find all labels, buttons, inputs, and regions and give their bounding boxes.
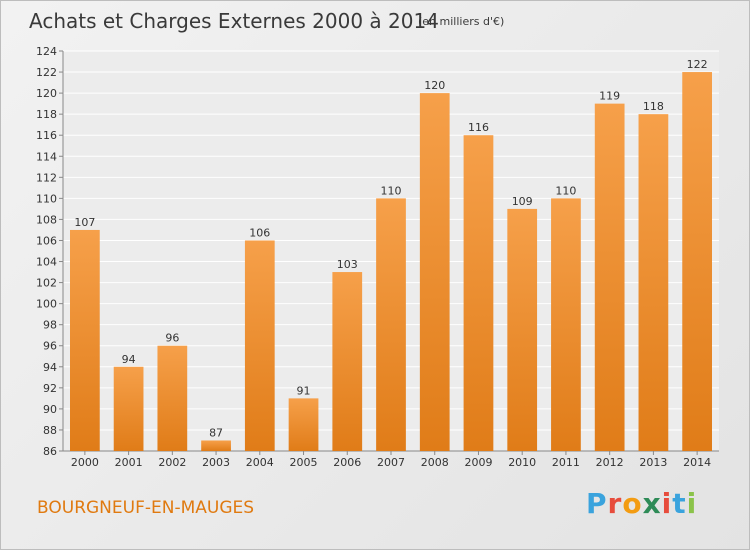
y-tick-label: 124 bbox=[36, 45, 57, 58]
logo-letter: i bbox=[686, 487, 698, 520]
data-label: 116 bbox=[468, 121, 489, 134]
bar bbox=[507, 208, 538, 451]
x-tick-label: 2007 bbox=[377, 456, 405, 469]
y-tick-label: 100 bbox=[36, 298, 57, 311]
x-tick-label: 2005 bbox=[290, 456, 318, 469]
y-tick-label: 114 bbox=[36, 150, 57, 163]
x-tick-label: 2001 bbox=[115, 456, 143, 469]
logo-letter: t bbox=[672, 487, 687, 520]
y-tick-label: 116 bbox=[36, 129, 57, 142]
data-label: 91 bbox=[297, 384, 311, 397]
x-tick-label: 2003 bbox=[202, 456, 230, 469]
y-tick-label: 112 bbox=[36, 171, 57, 184]
y-tick-label: 108 bbox=[36, 213, 57, 226]
bar bbox=[376, 198, 406, 451]
chart-subtitle: (en milliers d'€) bbox=[418, 15, 505, 28]
data-label: 110 bbox=[381, 184, 402, 197]
bar bbox=[551, 198, 581, 451]
data-label: 109 bbox=[512, 195, 533, 208]
data-label: 122 bbox=[687, 58, 708, 71]
data-label: 107 bbox=[74, 216, 95, 229]
bar bbox=[157, 345, 188, 451]
bar bbox=[638, 114, 669, 451]
data-label: 118 bbox=[643, 100, 664, 113]
y-tick-label: 102 bbox=[36, 277, 57, 290]
x-tick-label: 2010 bbox=[508, 456, 536, 469]
logo-letter: P bbox=[586, 487, 608, 520]
data-label: 94 bbox=[122, 353, 136, 366]
x-tick-label: 2009 bbox=[464, 456, 492, 469]
bar bbox=[288, 398, 319, 451]
bar bbox=[332, 272, 363, 451]
proxiti-logo: Proxiti bbox=[586, 487, 697, 520]
y-tick-label: 122 bbox=[36, 66, 57, 79]
data-label: 120 bbox=[424, 79, 445, 92]
y-tick-label: 96 bbox=[43, 340, 57, 353]
data-label: 110 bbox=[555, 184, 576, 197]
x-tick-label: 2012 bbox=[596, 456, 624, 469]
bar bbox=[682, 72, 713, 451]
y-tick-label: 110 bbox=[36, 192, 57, 205]
x-tick-label: 2008 bbox=[421, 456, 449, 469]
y-tick-label: 90 bbox=[43, 403, 57, 416]
logo-letter: x bbox=[642, 487, 662, 520]
y-tick-label: 120 bbox=[36, 87, 57, 100]
chart-title: Achats et Charges Externes 2000 à 2014 bbox=[29, 9, 439, 33]
bar bbox=[69, 229, 100, 451]
data-label: 96 bbox=[165, 332, 179, 345]
y-tick-label: 106 bbox=[36, 234, 57, 247]
x-tick-label: 2013 bbox=[639, 456, 667, 469]
bar bbox=[113, 366, 144, 451]
logo-letter: i bbox=[661, 487, 673, 520]
y-tick-label: 98 bbox=[43, 319, 57, 332]
data-label: 119 bbox=[599, 90, 620, 103]
data-label: 103 bbox=[337, 258, 358, 271]
y-tick-label: 118 bbox=[36, 108, 57, 121]
commune-name: BOURGNEUF-EN-MAUGES bbox=[37, 498, 255, 518]
bar bbox=[244, 240, 275, 451]
logo-letter: o bbox=[622, 487, 643, 520]
y-tick-label: 92 bbox=[43, 382, 57, 395]
bar bbox=[463, 135, 494, 452]
x-tick-label: 2006 bbox=[333, 456, 361, 469]
x-tick-label: 2014 bbox=[683, 456, 711, 469]
x-tick-label: 2004 bbox=[246, 456, 274, 469]
y-tick-label: 86 bbox=[43, 445, 57, 458]
x-tick-label: 2011 bbox=[552, 456, 580, 469]
data-label: 87 bbox=[209, 426, 223, 439]
bar bbox=[594, 103, 625, 451]
y-tick-label: 88 bbox=[43, 424, 57, 437]
data-label: 106 bbox=[249, 226, 270, 239]
x-tick-label: 2000 bbox=[71, 456, 99, 469]
logo-letter: r bbox=[607, 487, 623, 520]
bar bbox=[419, 93, 450, 452]
y-tick-label: 104 bbox=[36, 256, 57, 269]
x-tick-label: 2002 bbox=[158, 456, 186, 469]
y-tick-label: 94 bbox=[43, 361, 57, 374]
bar bbox=[201, 440, 231, 451]
